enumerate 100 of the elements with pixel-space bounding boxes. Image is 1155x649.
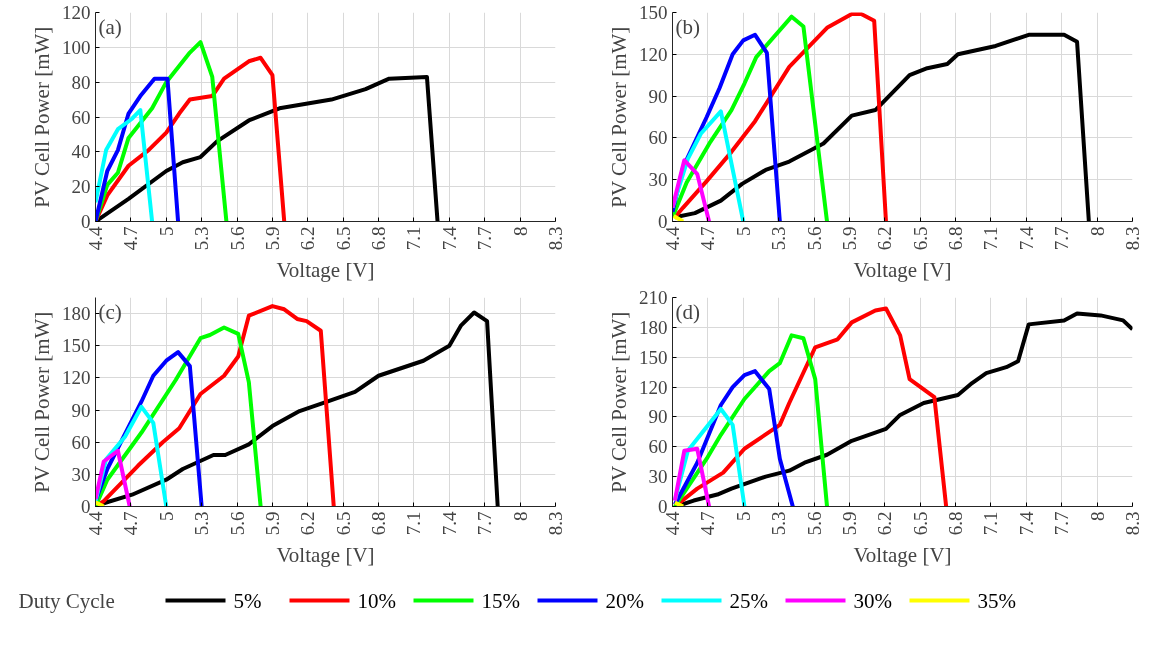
x-tick-label: 6.5 bbox=[332, 226, 354, 251]
x-tick-label: 7.7 bbox=[1051, 511, 1073, 536]
y-axis-title: PV Cell Power [mW] bbox=[607, 26, 631, 208]
x-tick-label: 5.9 bbox=[838, 511, 860, 536]
y-tick-label: 90 bbox=[648, 85, 668, 107]
legend-label: 20% bbox=[605, 588, 644, 613]
y-tick-label: 30 bbox=[648, 466, 668, 488]
y-tick-label: 120 bbox=[62, 367, 91, 389]
x-tick-label: 5.3 bbox=[768, 226, 790, 251]
legend-label: 10% bbox=[357, 588, 396, 613]
legend-label: 30% bbox=[853, 588, 892, 613]
line-series bbox=[95, 108, 155, 222]
x-tick-label: 6.2 bbox=[874, 226, 896, 251]
x-tick-label: 7.4 bbox=[438, 226, 460, 251]
y-tick-label: 90 bbox=[71, 399, 91, 421]
y-tick-label: 180 bbox=[639, 316, 668, 338]
y-tick-label: 60 bbox=[71, 431, 91, 453]
x-tick-label: 7.1 bbox=[403, 511, 425, 536]
legend-title: Duty Cycle bbox=[18, 588, 115, 613]
x-tick-label: 4.7 bbox=[120, 226, 142, 251]
y-tick-label: 80 bbox=[71, 71, 91, 93]
line-series bbox=[95, 76, 181, 222]
line-series bbox=[95, 40, 229, 222]
y-tick-label: 90 bbox=[648, 406, 668, 428]
x-tick-label: 5.3 bbox=[768, 511, 790, 536]
x-tick-label: 5.6 bbox=[803, 511, 825, 536]
x-tick-label: 8 bbox=[509, 511, 531, 521]
x-tick-label: 5.6 bbox=[226, 511, 248, 536]
x-tick-label: 8 bbox=[1086, 511, 1108, 521]
line-series bbox=[672, 333, 830, 507]
x-tick-label: 5.9 bbox=[261, 226, 283, 251]
y-tick-label: 120 bbox=[639, 43, 668, 65]
x-tick-label: 6.2 bbox=[297, 511, 319, 536]
line-series bbox=[672, 369, 795, 507]
legend-label: 25% bbox=[729, 588, 768, 613]
x-tick-label: 5.6 bbox=[803, 226, 825, 251]
x-tick-label: 5.3 bbox=[191, 226, 213, 251]
line-series bbox=[95, 325, 263, 507]
x-tick-label: 4.7 bbox=[697, 226, 719, 251]
y-tick-label: 40 bbox=[71, 141, 91, 163]
annotation: (b) bbox=[675, 14, 700, 39]
line-series bbox=[95, 448, 132, 507]
y-tick-label: 60 bbox=[71, 106, 91, 128]
legend-label: 5% bbox=[233, 588, 262, 613]
y-tick-label: 150 bbox=[639, 2, 668, 23]
x-tick-label: 5 bbox=[155, 226, 177, 236]
x-tick-label: 6.8 bbox=[368, 511, 390, 536]
x-tick-label: 5.6 bbox=[226, 226, 248, 251]
x-tick-label: 6.5 bbox=[909, 226, 931, 251]
y-tick-label: 150 bbox=[62, 335, 91, 357]
x-tick-label: 7.7 bbox=[474, 511, 496, 536]
y-tick-label: 30 bbox=[71, 463, 91, 485]
x-tick-label: 6.2 bbox=[297, 226, 319, 251]
x-axis-title: Voltage [V] bbox=[276, 543, 375, 568]
line-series bbox=[672, 446, 712, 507]
line-series bbox=[95, 55, 287, 222]
x-tick-label: 8 bbox=[509, 226, 531, 236]
annotation: (c) bbox=[98, 299, 122, 324]
y-axis-title: PV Cell Power [mW] bbox=[30, 311, 54, 493]
x-tick-label: 7.7 bbox=[474, 226, 496, 251]
x-tick-label: 7.4 bbox=[1015, 226, 1037, 251]
x-tick-label: 7.1 bbox=[403, 226, 425, 251]
x-tick-label: 7.1 bbox=[980, 511, 1002, 536]
x-tick-label: 6.8 bbox=[368, 226, 390, 251]
y-tick-label: 150 bbox=[639, 346, 668, 368]
x-axis-title: Voltage [V] bbox=[853, 543, 952, 568]
x-tick-label: 6.8 bbox=[945, 511, 967, 536]
x-tick-label: 7.4 bbox=[1015, 511, 1037, 536]
x-tick-label: 6.8 bbox=[945, 226, 967, 251]
y-tick-label: 30 bbox=[648, 169, 668, 191]
x-tick-label: 5.3 bbox=[191, 511, 213, 536]
x-tick-label: 8.3 bbox=[1122, 226, 1143, 251]
y-tick-label: 180 bbox=[62, 303, 91, 325]
y-tick-label: 100 bbox=[62, 36, 91, 58]
y-tick-label: 60 bbox=[648, 127, 668, 149]
x-tick-label: 5 bbox=[732, 511, 754, 521]
x-tick-label: 7.4 bbox=[438, 511, 460, 536]
x-tick-label: 4.7 bbox=[697, 511, 719, 536]
x-axis-title: Voltage [V] bbox=[853, 258, 952, 283]
x-tick-label: 7.7 bbox=[1051, 226, 1073, 251]
x-axis-title: Voltage [V] bbox=[276, 258, 375, 283]
x-tick-label: 8.3 bbox=[545, 511, 566, 536]
x-tick-label: 4.7 bbox=[120, 511, 142, 536]
x-tick-label: 5.9 bbox=[838, 226, 860, 251]
annotation: (d) bbox=[675, 299, 700, 324]
x-tick-label: 7.1 bbox=[980, 226, 1002, 251]
x-tick-label: 6.5 bbox=[909, 511, 931, 536]
y-tick-label: 20 bbox=[71, 176, 91, 198]
y-axis-title: PV Cell Power [mW] bbox=[607, 311, 631, 493]
line-series bbox=[672, 158, 712, 222]
x-tick-label: 6.2 bbox=[874, 511, 896, 536]
x-tick-label: 8.3 bbox=[1122, 511, 1143, 536]
legend-label: 15% bbox=[481, 588, 520, 613]
annotation: (a) bbox=[98, 14, 122, 39]
x-tick-label: 5 bbox=[155, 511, 177, 521]
x-tick-label: 5 bbox=[732, 226, 754, 236]
x-tick-label: 5.9 bbox=[261, 511, 283, 536]
y-tick-label: 60 bbox=[648, 436, 668, 458]
y-tick-label: 210 bbox=[639, 287, 668, 308]
legend-label: 35% bbox=[977, 588, 1016, 613]
